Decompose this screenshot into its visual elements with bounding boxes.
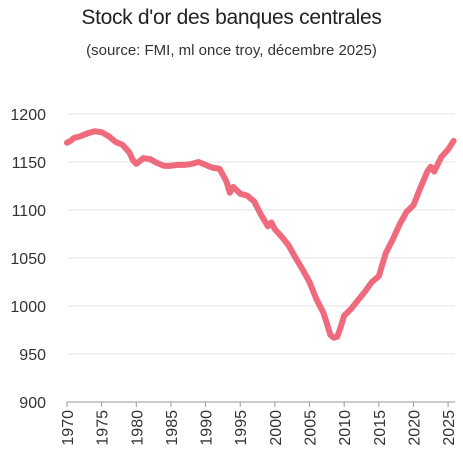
y-tick-label: 1000 [10, 299, 46, 316]
y-tick-label: 1200 [10, 107, 46, 124]
x-tick-label: 1975 [95, 410, 112, 446]
y-tick-label: 1100 [12, 203, 47, 220]
chart-title: Stock d'or des banques centrales [81, 6, 382, 29]
y-tick-label: 1150 [12, 155, 47, 172]
x-tick-label: 2005 [303, 410, 320, 446]
gridlines [67, 113, 455, 355]
x-tick-label: 1995 [233, 410, 250, 446]
series-layer [64, 128, 457, 341]
series-line-0 [64, 128, 457, 341]
x-axis-ticks: 1970 1975 1980 1985 1990 1995 2000 2005 2010 2015… [60, 402, 458, 446]
y-tick-label: 1050 [10, 251, 46, 268]
x-tick-label: 2010 [337, 410, 354, 446]
x-tick-label: 2020 [406, 410, 423, 446]
x-tick-label: 2015 [372, 410, 389, 446]
x-tick-label: 1990 [199, 410, 216, 446]
y-tick-label: 900 [19, 395, 46, 412]
y-axis-ticks: 900 950 1000 1050 1100 1150 1200 [10, 107, 46, 412]
x-tick-label: 2025 [441, 410, 458, 446]
x-tick-label: 2000 [268, 410, 285, 446]
y-tick-label: 950 [19, 347, 46, 364]
x-tick-label: 1970 [60, 410, 77, 446]
x-tick-label: 1980 [129, 410, 146, 446]
chart-subtitle: (source: FMI, ml once troy, décembre 202… [86, 42, 377, 59]
x-tick-label: 1985 [164, 410, 181, 446]
